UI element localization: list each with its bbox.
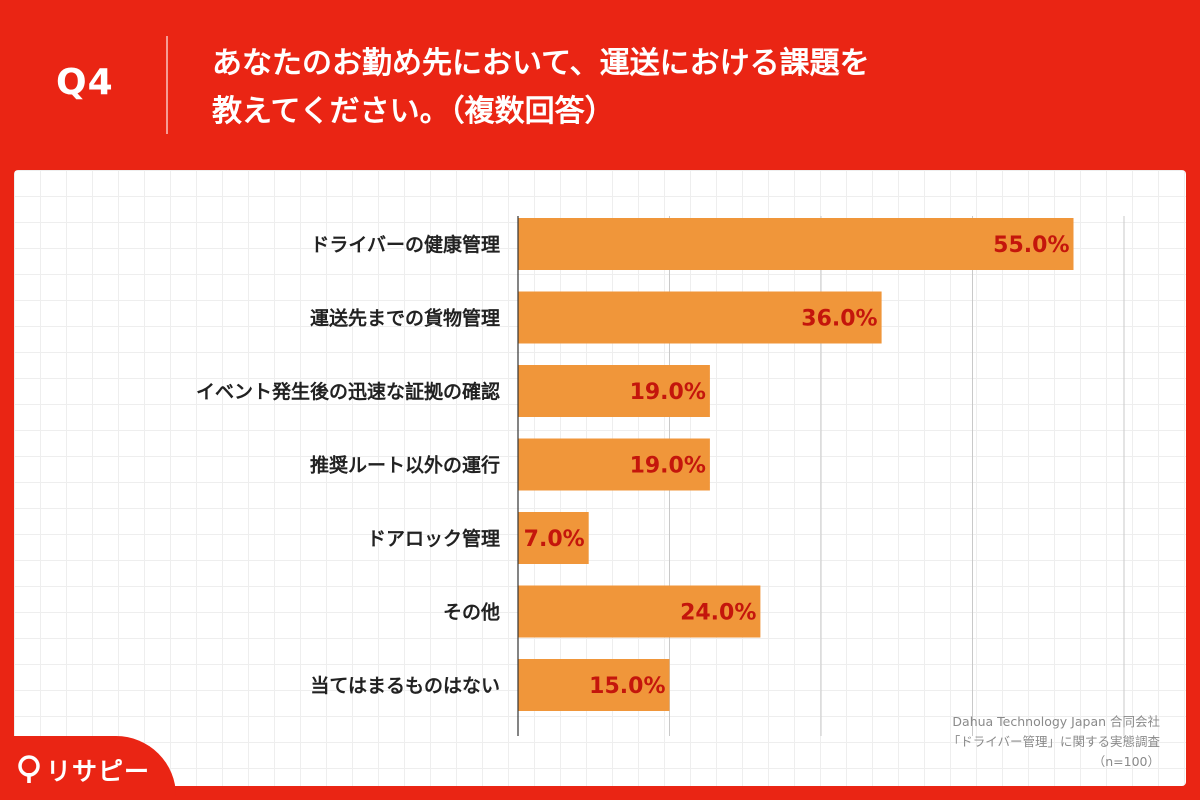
category-label: ドアロック管理 [367, 527, 500, 550]
bar [518, 512, 589, 564]
value-label: 36.0% [801, 307, 877, 332]
pin-icon [18, 755, 40, 783]
value-label: 19.0% [630, 380, 706, 405]
header-divider [166, 36, 168, 134]
bar [518, 291, 882, 344]
bar [518, 218, 1074, 270]
category-label: その他 [443, 601, 500, 624]
category-label: 推奨ルート以外の運行 [310, 454, 500, 477]
value-label: 15.0% [589, 674, 665, 699]
question-text: あなたのお勤め先において、運送における課題を 教えてください。（複数回答） [212, 40, 1152, 136]
value-label: 19.0% [630, 454, 706, 479]
value-label: 7.0% [524, 527, 585, 552]
source-note: Dahua Technology Japan 合同会社 「ドライバー管理」に関す… [948, 712, 1160, 772]
bar [518, 585, 761, 638]
category-label: 運送先までの貨物管理 [310, 307, 500, 330]
header: Q4 あなたのお勤め先において、運送における課題を 教えてください。（複数回答） [0, 0, 1200, 168]
source-line-2: 「ドライバー管理」に関する実態調査 [947, 734, 1160, 749]
bar [518, 365, 710, 417]
question-line-1: あなたのお勤め先において、運送における課題を [212, 46, 870, 81]
chart-panel: ドライバーの健康管理 55.0% 運送先までの貨物管理 36.0% イベント発生後の迅速… [14, 170, 1186, 786]
brand-name: リサピー [46, 757, 151, 786]
bar [518, 438, 710, 491]
category-label: ドライバーの健康管理 [310, 233, 500, 256]
value-label: 24.0% [680, 601, 756, 626]
brand-logo: リサピー [0, 736, 176, 800]
category-label: イベント発生後の迅速な証拠の確認 [196, 380, 500, 403]
category-label: 当てはまるものはない [310, 674, 500, 697]
bar [518, 659, 670, 711]
question-number: Q4 [56, 62, 114, 103]
value-label: 55.0% [993, 233, 1069, 258]
source-line-3: （n=100） [1092, 754, 1160, 769]
question-line-2: 教えてください。（複数回答） [212, 94, 615, 129]
bar-chart: ドライバーの健康管理 55.0% 運送先までの貨物管理 36.0% イベント発生後の迅速… [196, 216, 1125, 736]
source-line-1: Dahua Technology Japan 合同会社 [952, 714, 1160, 729]
